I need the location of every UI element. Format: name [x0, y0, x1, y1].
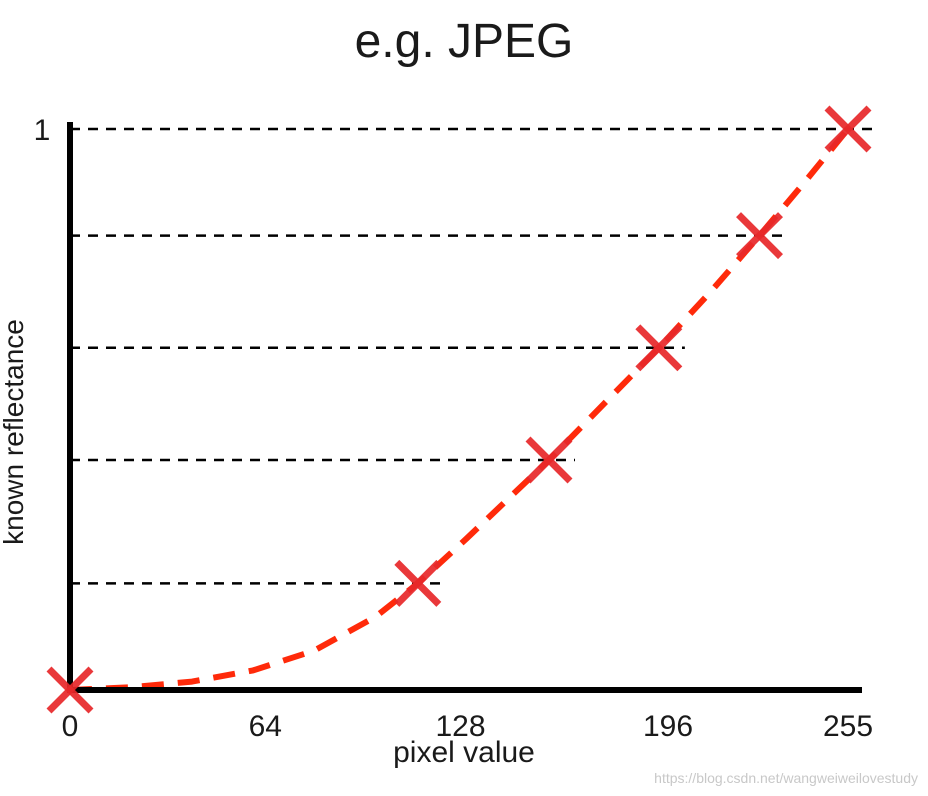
- data-point-marker-5: [824, 105, 872, 153]
- y-tick-label-1: 1: [34, 114, 51, 147]
- marker-stroke-b: [394, 559, 442, 607]
- watermark: https://blog.csdn.net/wangweiweilovestud…: [654, 770, 918, 786]
- fit-curve: [69, 127, 851, 693]
- data-markers: [46, 105, 872, 714]
- x-tick-label-196: 196: [643, 710, 693, 743]
- data-point-marker-0: [46, 666, 94, 714]
- data-point-marker-2: [525, 436, 573, 484]
- data-point-marker-4: [736, 212, 783, 260]
- x-tick-label-0: 0: [62, 710, 79, 743]
- marker-stroke-b: [635, 324, 683, 372]
- x-axis-label-text: pixel value: [393, 736, 535, 769]
- axes: [67, 122, 862, 693]
- tick-labels: 0 64 128 196 255 1: [34, 114, 873, 743]
- data-point-marker-1: [394, 559, 442, 607]
- chart-title: e.g. JPEG: [354, 15, 574, 68]
- x-axis-label: pixel value: [0, 736, 928, 770]
- marker-stroke-b: [824, 105, 872, 153]
- reference-lines: [70, 127, 874, 585]
- x-tick-label-128: 128: [435, 710, 485, 743]
- marker-stroke-b: [525, 436, 573, 484]
- data-point-marker-3: [635, 324, 683, 372]
- marker-stroke-b: [46, 666, 94, 714]
- x-tick-label-255: 255: [823, 710, 873, 743]
- fit-curve-group: [69, 127, 851, 693]
- x-tick-label-64: 64: [249, 710, 282, 743]
- marker-stroke-b: [736, 212, 783, 260]
